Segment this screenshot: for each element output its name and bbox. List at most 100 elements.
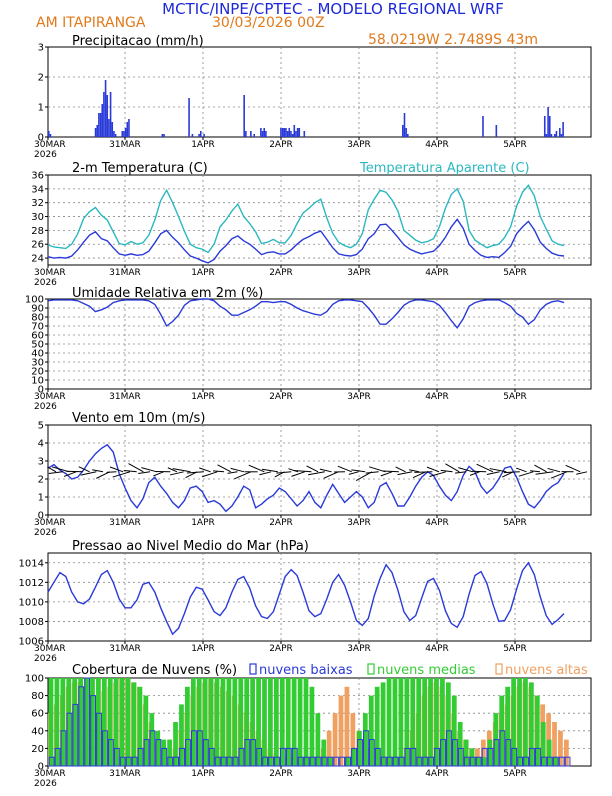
x-tick-label: 2APR	[269, 268, 293, 278]
cloud-bar	[221, 678, 226, 766]
x-tick-label: 30MAR	[34, 392, 66, 402]
precip-bar	[198, 134, 200, 137]
precip-bar	[200, 131, 202, 137]
precip-bar	[100, 113, 102, 137]
precip-bar	[126, 122, 128, 137]
x-tick-label: 5APR	[503, 140, 527, 150]
precip-bar	[556, 131, 558, 137]
y-tick-label: 2	[38, 73, 44, 84]
precip-bar	[115, 134, 117, 137]
x-year-label: 2026	[34, 402, 57, 412]
y-tick-label: 1008	[19, 617, 44, 628]
y-tick-label: 2	[38, 475, 44, 486]
precip-bar	[559, 128, 561, 137]
precip-bar	[303, 131, 305, 137]
legend-swatch	[368, 664, 374, 674]
precip-bar	[561, 134, 563, 137]
precip-bar	[128, 119, 130, 137]
x-year-label: 2026	[34, 150, 57, 160]
cloud-bar	[227, 678, 232, 766]
panel-title: Cobertura de Nuvens (%)	[72, 663, 237, 678]
y-tick-label: 3	[38, 457, 44, 468]
panel-title: Precipitacao (mm/h)	[72, 34, 204, 49]
precip-bar	[297, 128, 299, 137]
panel-title: Pressao ao Nivel Medio do Mar (hPa)	[72, 539, 309, 554]
precip-bar	[295, 131, 297, 137]
y-tick-label: 5	[38, 421, 44, 432]
cloud-bar	[310, 687, 315, 766]
x-tick-label: 3APR	[347, 392, 371, 402]
precip-bar	[121, 131, 123, 137]
cloud-bar	[381, 682, 386, 766]
y-tick-label: 32	[31, 198, 44, 209]
x-tick-label: 4APR	[425, 140, 449, 150]
y-tick-label: 100	[25, 295, 44, 306]
x-tick-label: 5APR	[503, 518, 527, 528]
precip-bar	[103, 92, 105, 137]
precip-bar	[551, 134, 553, 137]
precip-bar	[547, 107, 549, 137]
precip-bar	[562, 122, 564, 137]
x-tick-label: 2APR	[269, 518, 293, 528]
header-location: AM ITAPIRANGA	[36, 15, 146, 31]
precip-bar	[125, 128, 127, 137]
y-tick-label: 60	[31, 709, 44, 720]
legend-label: nuvens medias	[377, 663, 476, 678]
legend-swatch	[250, 664, 256, 674]
panel-title: Vento em 10m (m/s)	[72, 411, 205, 426]
precip-bar	[262, 131, 264, 137]
y-tick-label: 3	[38, 43, 44, 54]
x-tick-label: 3APR	[347, 518, 371, 528]
x-tick-label: 5APR	[503, 392, 527, 402]
precip-bar	[287, 131, 289, 137]
panel-frame	[48, 425, 591, 515]
precip-bar	[108, 119, 110, 137]
precip-bar	[544, 116, 546, 137]
y-tick-label: 1012	[19, 578, 44, 589]
cloud-bar	[215, 678, 220, 766]
y-tick-label: 40	[31, 726, 44, 737]
precip-bar	[163, 134, 165, 137]
x-year-label: 2026	[34, 278, 57, 288]
precip-bar	[404, 113, 406, 137]
precip-bar	[285, 128, 287, 137]
precip-bar	[243, 95, 245, 137]
wind-arrow	[414, 472, 432, 473]
legend-label: nuvens baixas	[259, 663, 353, 678]
x-tick-label: 30MAR	[34, 644, 66, 654]
precip-bar	[192, 134, 194, 137]
x-tick-label: 2APR	[269, 392, 293, 402]
wind-arrow	[66, 471, 83, 472]
y-tick-label: 1014	[19, 558, 44, 569]
y-tick-label: 80	[31, 691, 44, 702]
precip-bar	[105, 80, 107, 137]
x-tick-label: 30MAR	[34, 268, 66, 278]
cloud-bar	[339, 696, 344, 766]
cloud-bar	[517, 678, 522, 766]
precip-bar	[113, 131, 115, 137]
cloud-bar	[428, 678, 433, 766]
cloud-bar	[523, 678, 528, 766]
cloud-bar	[132, 682, 137, 766]
precip-bar	[549, 116, 551, 137]
x-tick-label: 3APR	[347, 140, 371, 150]
x-tick-label: 4APR	[425, 769, 449, 779]
precip-bar	[98, 113, 100, 137]
precip-bar	[250, 131, 252, 137]
x-tick-label: 31MAR	[109, 268, 141, 278]
x-tick-label: 31MAR	[109, 644, 141, 654]
precip-bar	[290, 131, 292, 137]
y-tick-label: 20	[31, 744, 44, 755]
x-tick-label: 5APR	[503, 268, 527, 278]
x-tick-label: 3APR	[347, 268, 371, 278]
x-tick-label: 31MAR	[109, 392, 141, 402]
precip-bar	[260, 128, 262, 137]
precip-bar	[265, 131, 267, 137]
panel-frame	[48, 553, 591, 641]
x-tick-label: 31MAR	[109, 140, 141, 150]
precip-bar	[283, 128, 285, 137]
precip-bar	[288, 128, 290, 137]
